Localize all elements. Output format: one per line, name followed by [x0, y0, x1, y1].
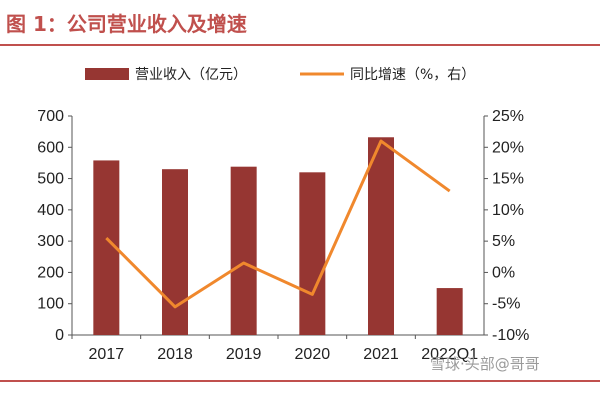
- x-tick-label: 2022Q1: [421, 346, 478, 363]
- right-tick-label: 25%: [492, 108, 524, 125]
- x-tick-label: 2017: [89, 346, 125, 363]
- left-tick-label: 500: [37, 171, 64, 188]
- right-axis-labels: -10% -5% 0% 5% 10% 15% 20% 25%: [492, 108, 529, 344]
- left-tick-label: 0: [55, 327, 64, 344]
- right-tick-label: 15%: [492, 171, 524, 188]
- x-axis-labels: 2017 2018 2019 2020 2021 2022Q1: [89, 346, 479, 363]
- left-tick-label: 300: [37, 233, 64, 250]
- revenue-bar: [299, 172, 326, 335]
- growth-line-series: [105, 139, 451, 309]
- x-tick-label: 2018: [157, 346, 193, 363]
- x-tick-label: 2020: [295, 346, 331, 363]
- title-divider: [0, 44, 600, 46]
- bar-series: [93, 137, 463, 335]
- legend-bar-swatch: [85, 68, 129, 80]
- left-tick-label: 600: [37, 139, 64, 156]
- right-tick-label: 5%: [492, 233, 515, 250]
- x-tick-label: 2019: [226, 346, 262, 363]
- left-tick-label: 100: [37, 296, 64, 313]
- legend-bar-label: 营业收入（亿元）: [135, 67, 247, 83]
- right-tick-label: 20%: [492, 139, 524, 156]
- right-tick-label: 0%: [492, 264, 515, 281]
- left-axis-labels: 0 100 200 300 400 500 600 700: [37, 108, 64, 344]
- axes: [68, 115, 488, 339]
- left-tick-label: 200: [37, 264, 64, 281]
- revenue-bar: [162, 169, 188, 335]
- right-tick-label: -5%: [492, 296, 520, 313]
- chart-title: 图 1：公司营业收入及增速: [6, 12, 247, 36]
- right-tick-label: -10%: [492, 327, 529, 344]
- left-tick-label: 400: [37, 202, 64, 219]
- watermark: 雪球·头部@哥哥: [430, 355, 540, 373]
- growth-line: [105, 139, 451, 309]
- revenue-bar: [368, 137, 394, 335]
- revenue-bar: [436, 288, 463, 335]
- left-tick-label: 700: [37, 108, 64, 125]
- legend-line-label: 同比增速（%，右）: [350, 67, 475, 83]
- right-tick-label: 10%: [492, 202, 524, 219]
- x-tick-label: 2021: [363, 346, 399, 363]
- bottom-divider: [0, 380, 600, 382]
- legend: 营业收入（亿元） 同比增速（%，右）: [85, 67, 475, 83]
- revenue-bar: [230, 166, 257, 335]
